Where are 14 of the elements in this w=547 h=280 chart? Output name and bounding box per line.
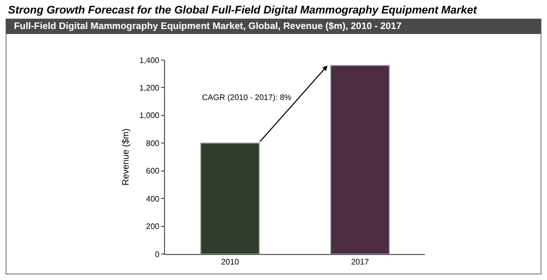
y-tick-label: 1,200 xyxy=(139,84,160,93)
annotation: CAGR (2010 - 2017): 8% xyxy=(202,93,292,102)
y-tick-label: 800 xyxy=(146,138,160,148)
y-axis-title: Revenue ($m) xyxy=(120,128,131,186)
x-tick-label: 2017 xyxy=(351,258,370,267)
y-tick-label: 600 xyxy=(146,166,160,176)
x-tick-label: 2010 xyxy=(221,258,240,267)
y-tick-label: 1,000 xyxy=(139,111,160,120)
y-tick-label: 400 xyxy=(146,194,160,204)
y-tick-label: 200 xyxy=(146,222,160,232)
y-tick-label: 1,400 xyxy=(139,56,160,65)
chart-title: Strong Growth Forecast for the Global Full-Field Digital Mammography Equipment Market xyxy=(8,4,478,17)
chart-subtitle: Full-Field Digital Mammography Equipment Market, Global, Revenue ($m), 2010 - 2017 xyxy=(14,21,402,32)
y-tick-label: 0 xyxy=(154,250,160,259)
